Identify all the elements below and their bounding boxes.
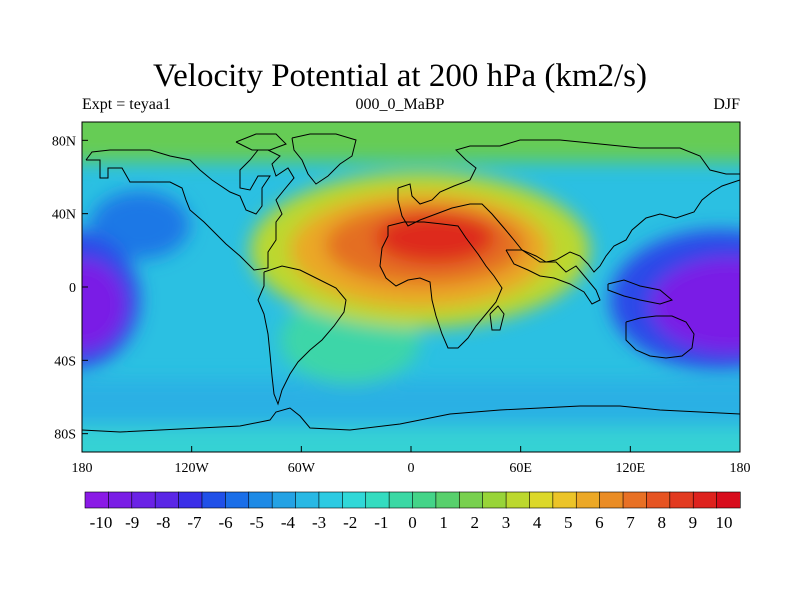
coastline-indonesia [607, 279, 674, 305]
colorbar-swatch [271, 491, 297, 509]
x-tick-label: 60W [288, 461, 316, 476]
field-west-pacific-minimum-core [82, 259, 126, 351]
colorbar-swatch [646, 491, 671, 509]
x-tick-label: 60E [509, 461, 532, 476]
y-tick-label: 40N [52, 208, 76, 223]
colorbar-label: -5 [250, 513, 264, 532]
colorbar-label: 0 [408, 513, 417, 532]
y-tick-label: 40S [54, 354, 76, 369]
colorbar-swatch [365, 491, 390, 509]
colorbar-swatch [84, 491, 109, 509]
colorbar-swatch [458, 491, 484, 509]
colorbar-swatch [201, 491, 226, 509]
coastline-australia [625, 315, 695, 359]
colorbar-label: 2 [471, 513, 480, 532]
coastline-south-america [257, 265, 347, 406]
colorbar-swatch [482, 491, 507, 509]
colorbar-label: 1 [439, 513, 448, 532]
colorbar-swatch [225, 491, 250, 509]
colorbar-swatch [692, 491, 718, 509]
x-tick-label: 180 [72, 461, 93, 476]
period-label: 000_0_MaBP [355, 96, 445, 113]
coastline-madagascar [489, 305, 505, 331]
colorbar-label: -7 [187, 513, 202, 532]
y-tick-label: 0 [69, 281, 76, 296]
experiment-label: Expt = teyaa1 [82, 96, 171, 113]
colorbar-label: -3 [312, 513, 326, 532]
colorbar: -10 -9 -8 -7 -6 -5 -4 -3 -2 -1 0 1 2 3 4 5 6 7 8 9 10 [84, 491, 741, 532]
map-axis-ticks: 180 120W 60W 0 60E 120E 180 80N 40N 0 40S 80S [52, 134, 751, 476]
x-tick-label: 120W [175, 461, 210, 476]
colorbar-swatch [178, 491, 203, 509]
colorbar-label: -10 [90, 513, 113, 532]
colorbar-label: 7 [626, 513, 635, 532]
colorbar-swatch [529, 491, 554, 509]
colorbar-label: -1 [374, 513, 388, 532]
field-north-pacific-low [90, 191, 190, 259]
colorbar-label: -4 [281, 513, 296, 532]
field-east-pacific-minimum-core [650, 257, 740, 353]
season-label: DJF [713, 96, 740, 113]
coastline-north-america [85, 149, 295, 271]
field-arctic-band [82, 122, 740, 162]
colorbar-swatch [575, 491, 601, 509]
field-southern-ocean-band [82, 380, 740, 426]
colorbar-swatch [108, 491, 133, 509]
colorbar-label: 3 [502, 513, 511, 532]
colorbar-swatch [552, 491, 577, 509]
colorbar-label: 10 [716, 513, 733, 532]
x-tick-label: 0 [408, 461, 415, 476]
colorbar-swatch [622, 491, 648, 509]
coastline-greenland [291, 133, 357, 185]
colorbar-swatch [505, 491, 531, 509]
colorbar-swatch [412, 491, 437, 509]
colorbar-swatch [435, 491, 460, 509]
colorbar-swatch [248, 491, 273, 509]
colorbar-label: 9 [689, 513, 698, 532]
colorbar-swatch [388, 491, 414, 509]
colorbar-label: 6 [595, 513, 604, 532]
coastline-arctic-islands [235, 133, 287, 151]
coastlines [82, 133, 740, 433]
colorbar-swatch [318, 491, 343, 509]
colorbar-swatch [716, 491, 741, 509]
coastline-antarctica [82, 405, 740, 433]
colorbar-label: 4 [533, 513, 542, 532]
colorbar-swatch [295, 491, 320, 509]
y-tick-label: 80N [52, 134, 76, 149]
map-plot-area [82, 122, 740, 452]
colorbar-swatch [342, 491, 367, 509]
colorbar-label: 5 [564, 513, 573, 532]
x-tick-label: 120E [616, 461, 646, 476]
colorbar-swatch [599, 491, 624, 509]
map-title: Velocity Potential at 200 hPa (km2/s) [152, 58, 648, 94]
colorbar-label: 8 [657, 513, 666, 532]
y-tick-label: 80S [54, 428, 76, 443]
coastline-africa [379, 221, 503, 349]
coastline-south-asia [505, 249, 601, 305]
colorbar-swatch [669, 491, 694, 509]
coastline-eurasia [397, 139, 740, 273]
colorbar-label: -6 [219, 513, 233, 532]
x-tick-label: 180 [730, 461, 751, 476]
colorbar-swatch [154, 491, 180, 509]
colorbar-label: -9 [125, 513, 139, 532]
colorbar-label: -2 [343, 513, 357, 532]
colorbar-swatch [131, 491, 156, 509]
colorbar-label: -8 [156, 513, 170, 532]
field-africa-eurasia-high-core [375, 212, 495, 264]
